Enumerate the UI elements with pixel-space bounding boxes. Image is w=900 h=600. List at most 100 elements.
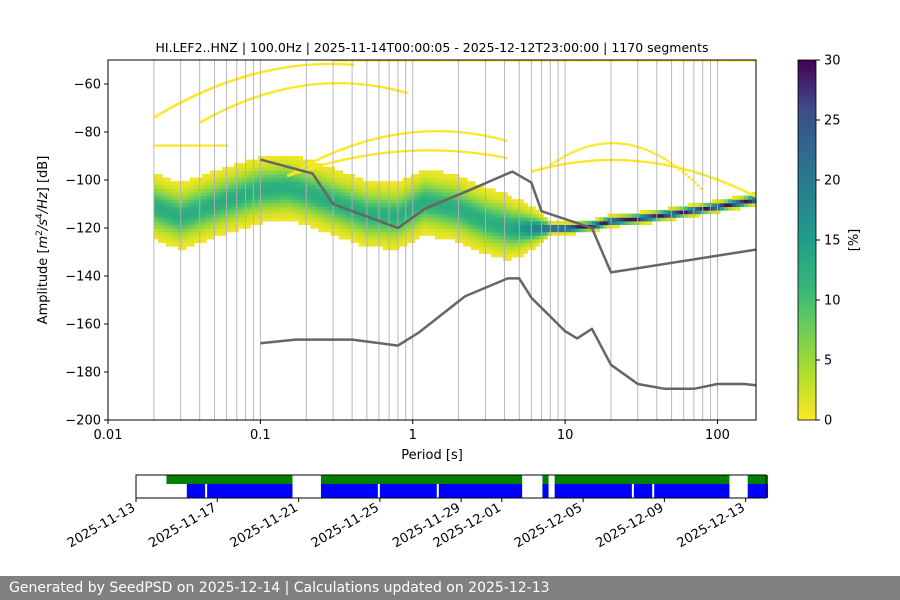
outlier-cell	[593, 159, 597, 162]
heatmap-cell	[242, 184, 247, 189]
heatmap-cell	[462, 210, 468, 215]
heatmap-cell	[202, 228, 207, 233]
heatmap-cell	[390, 246, 396, 251]
heatmap-cell	[495, 192, 500, 197]
heatmap-cell	[366, 192, 372, 197]
heatmap-cell	[185, 181, 191, 186]
heatmap-cell	[454, 220, 460, 225]
heatmap-cell	[495, 195, 500, 200]
heatmap-cell	[430, 199, 436, 204]
heatmap-cell	[198, 228, 203, 233]
outlier-cell	[651, 60, 655, 62]
heatmap-cell	[354, 213, 360, 218]
heatmap-cell	[647, 217, 653, 222]
heatmap-cell	[358, 210, 364, 215]
heatmap-cell	[414, 188, 420, 193]
heatmap-cell	[218, 170, 223, 175]
heatmap-cell	[338, 231, 344, 236]
outlier-cell	[222, 144, 226, 147]
heatmap-cell	[366, 231, 372, 236]
heatmap-cell	[226, 228, 231, 233]
heatmap-cell	[222, 170, 227, 175]
outlier-cell	[408, 131, 412, 134]
heatmap-cell	[687, 210, 693, 215]
outlier-cell	[463, 131, 467, 134]
heatmap-cell	[639, 217, 645, 222]
outlier-cell	[242, 100, 246, 103]
heatmap-cell	[362, 242, 368, 247]
heatmap-cell	[378, 210, 384, 215]
outlier-cell	[671, 60, 675, 62]
heatmap-cell	[422, 224, 428, 229]
heatmap-cell	[270, 195, 275, 200]
heatmap-cell	[342, 195, 348, 200]
heatmap-cell	[479, 217, 484, 222]
outlier-cell	[381, 86, 385, 89]
heatmap-cell	[703, 202, 709, 207]
heatmap-cell	[198, 181, 203, 186]
outlier-cell	[459, 60, 463, 62]
heatmap-cell	[418, 224, 424, 229]
outlier-cell	[272, 90, 276, 93]
outlier-cell	[392, 150, 396, 154]
heatmap-cell	[398, 192, 404, 197]
heatmap-cell	[507, 210, 512, 215]
heatmap-cell	[282, 177, 287, 182]
heatmap-cell	[503, 210, 508, 215]
heatmap-cell	[559, 224, 564, 229]
outlier-cell	[278, 67, 282, 70]
heatmap-cell	[350, 217, 356, 222]
outlier-cell	[625, 159, 629, 162]
heatmap-cell	[495, 224, 500, 229]
heatmap-cell	[198, 192, 203, 197]
heatmap-cell	[430, 170, 436, 175]
heatmap-cell	[747, 195, 753, 200]
heatmap-cell	[563, 231, 568, 236]
heatmap-cell	[173, 184, 179, 189]
heatmap-cell	[727, 206, 733, 211]
chart-title: HI.LEF2..HNZ | 100.0Hz | 2025-11-14T00:0…	[156, 40, 709, 55]
outlier-cell	[329, 62, 333, 66]
heatmap-cell	[531, 228, 536, 233]
heatmap-cell	[406, 199, 412, 204]
outlier-cell	[172, 105, 176, 108]
heatmap-cell	[153, 210, 159, 215]
heatmap-cell	[503, 246, 508, 251]
outlier-cell	[360, 60, 364, 62]
outlier-cell	[383, 151, 387, 155]
heatmap-cell	[342, 202, 348, 207]
heatmap-cell	[157, 210, 163, 215]
heatmap-cell	[543, 235, 548, 240]
heatmap-cell	[515, 217, 520, 222]
heatmap-cell	[314, 202, 320, 207]
outlier-cell	[696, 60, 701, 62]
heatmap-cell	[222, 231, 227, 236]
heatmap-cell	[298, 199, 303, 204]
heatmap-cell	[503, 242, 508, 247]
heatmap-cell	[374, 192, 380, 197]
heatmap-cell	[507, 238, 512, 243]
heatmap-cell	[210, 188, 215, 193]
heatmap-cell	[418, 199, 424, 204]
heatmap-cell	[210, 192, 215, 197]
heatmap-cell	[507, 231, 512, 236]
heatmap-cell	[503, 202, 508, 207]
heatmap-cell	[430, 184, 436, 189]
heatmap-cell	[466, 228, 472, 233]
heatmap-cell	[479, 231, 484, 236]
heatmap-cell	[374, 202, 380, 207]
outlier-cell	[453, 60, 457, 62]
heatmap-cell	[519, 217, 524, 222]
outlier-cell	[347, 60, 351, 62]
heatmap-cell	[246, 202, 251, 207]
outlier-cell	[673, 60, 677, 62]
outlier-cell	[373, 60, 377, 62]
heatmap-cell	[627, 213, 633, 218]
heatmap-cell	[450, 224, 456, 229]
heatmap-cell	[747, 202, 753, 207]
heatmap-cell	[422, 192, 428, 197]
heatmap-cell	[238, 170, 243, 175]
heatmap-cell	[250, 210, 255, 215]
heatmap-cell	[479, 195, 484, 200]
heatmap-cell	[274, 192, 279, 197]
